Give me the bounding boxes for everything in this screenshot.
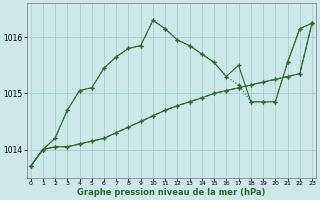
X-axis label: Graphe pression niveau de la mer (hPa): Graphe pression niveau de la mer (hPa) [77,188,266,197]
